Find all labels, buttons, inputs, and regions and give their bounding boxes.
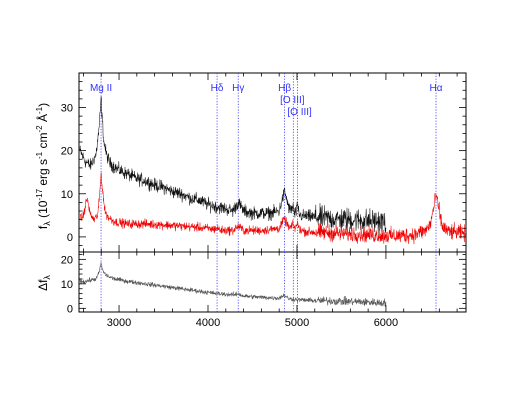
x-tick-label: 5000 (285, 317, 309, 329)
ylabel-delta-sub: λ (42, 275, 52, 280)
ylabel-f: f (36, 225, 50, 229)
top-series-0 (79, 96, 387, 237)
y-tick-label: 10 (61, 279, 73, 291)
y-tick-label: 0 (67, 303, 73, 315)
y-tick-label: 30 (61, 103, 73, 115)
bottom-panel-frame (78, 251, 467, 313)
emission-line-label: [O III] (280, 95, 305, 106)
emission-line-label: Hγ (232, 83, 244, 94)
emission-line-label: [O III] (287, 107, 312, 118)
ylabel-delta: Δf (36, 279, 50, 291)
x-tick-label: 4000 (196, 317, 220, 329)
ylabel-mid1: erg s (36, 159, 50, 189)
emission-line-label: Mg II (90, 83, 112, 94)
x-tick-label: 3000 (107, 317, 131, 329)
ylabel-f-sub: λ (42, 221, 52, 226)
x-tick-label: 6000 (374, 317, 398, 329)
ylabel-exp2: -1 (35, 151, 44, 159)
emission-line-labels: Mg II Hδ Hγ Hβ[O III][O III]Hα (90, 83, 443, 118)
ylabel-mid2: cm (36, 133, 50, 152)
bottom-series-0 (79, 262, 387, 308)
y-tick-label: 20 (61, 146, 73, 158)
ylabel-open: (10 (36, 200, 50, 221)
top-y-axis-label: fλ (10-17 erg s-1 cm-2 Å-1) (35, 103, 52, 229)
ylabel-exp3: -2 (35, 125, 44, 133)
ylabel-close: ) (36, 103, 50, 107)
ylabel-exp1: -17 (35, 188, 44, 200)
y-tick-label: 10 (61, 189, 73, 201)
y-tick-label: 20 (61, 254, 73, 266)
bottom-y-axis-label: Δfλ (36, 275, 52, 291)
bottom-residual-panel: 3000 4000 5000 6000 0 10 20 Δfλ (36, 251, 467, 329)
emission-line-label: Hα (430, 83, 443, 94)
y-tick-label: 0 (67, 232, 73, 244)
emission-line-label: Hβ (278, 83, 291, 94)
ylabel-exp4: -1 (35, 106, 44, 114)
emission-line-label: Hδ (211, 83, 224, 94)
top-series-1 (79, 172, 466, 245)
ylabel-mid3: Å (35, 114, 50, 125)
